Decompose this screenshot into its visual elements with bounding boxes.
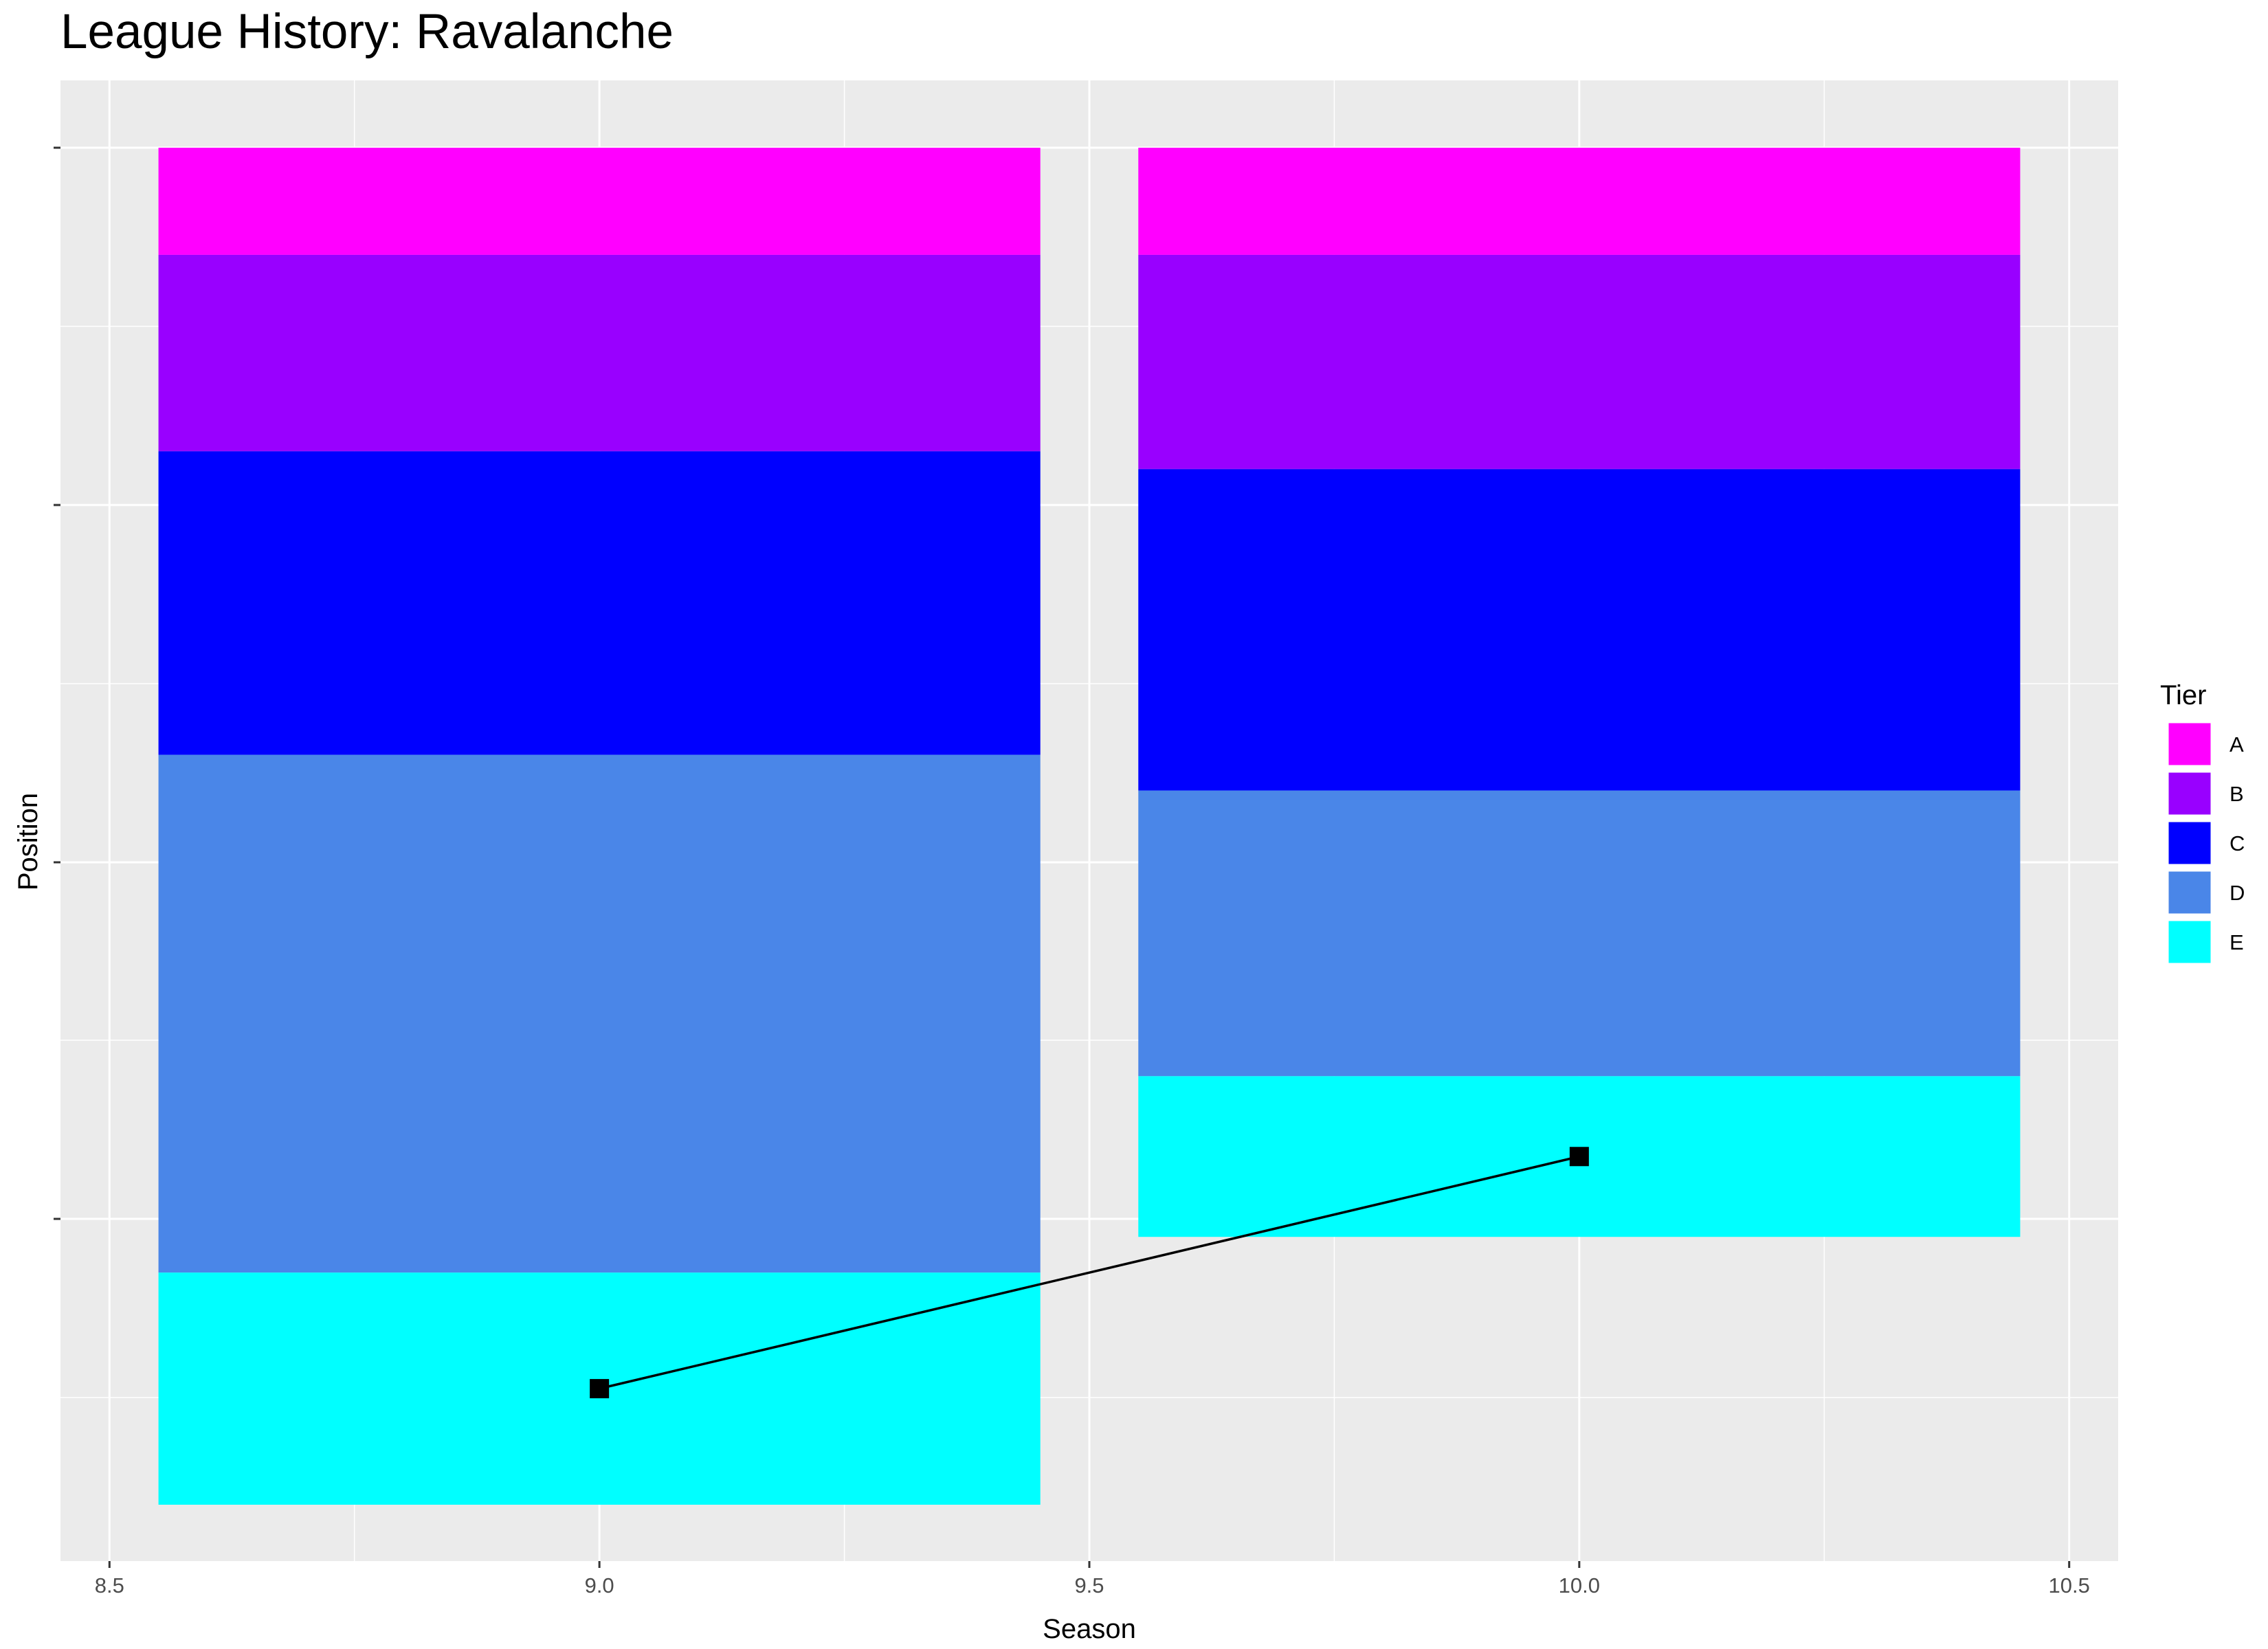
legend-label-b: B: [2230, 782, 2244, 806]
x-tick-label: 8.5: [95, 1573, 124, 1597]
x-tick-label: 9.0: [585, 1573, 614, 1597]
x-tick-label: 10.5: [2049, 1573, 2090, 1597]
legend-title: Tier: [2160, 680, 2206, 710]
bar-segment-s10-c: [1138, 469, 2021, 791]
position-point-9: [590, 1379, 610, 1399]
legend-key-c: [2166, 820, 2213, 866]
legend: Tier A B C D E: [2160, 680, 2245, 965]
bar-segment-s9-a: [158, 148, 1041, 255]
position-series: [590, 1147, 1589, 1399]
chart-title: League History: Ravalanche: [60, 5, 674, 59]
bar-segment-s9-b: [158, 254, 1041, 451]
x-tick-label: 9.5: [1074, 1573, 1104, 1597]
legend-label-a: A: [2230, 732, 2244, 756]
legend-key-a: [2166, 721, 2213, 767]
position-point-10: [1569, 1147, 1589, 1167]
legend-key-e: [2166, 919, 2213, 965]
bar-segments: [158, 148, 2021, 1505]
position-line: [599, 1155, 1580, 1390]
bar-segment-s10-b: [1138, 254, 2021, 469]
legend-label-c: C: [2230, 831, 2245, 855]
bar-segment-s9-d: [158, 754, 1041, 1273]
bar-segment-s9-c: [158, 451, 1041, 755]
bar-segment-s10-a: [1138, 148, 2021, 255]
x-tick-label: 10.0: [1559, 1573, 1600, 1597]
legend-label-e: E: [2230, 930, 2244, 954]
bar-segment-s10-d: [1138, 790, 2021, 1077]
legend-label-d: D: [2230, 881, 2245, 905]
y-axis-title: Position: [13, 793, 43, 890]
legend-key-d: [2166, 869, 2213, 916]
axes: 8.5 9.0 9.5 10.0 10.5: [54, 146, 2090, 1597]
x-axis-title: Season: [1043, 1614, 1136, 1644]
legend-key-b: [2166, 770, 2213, 817]
